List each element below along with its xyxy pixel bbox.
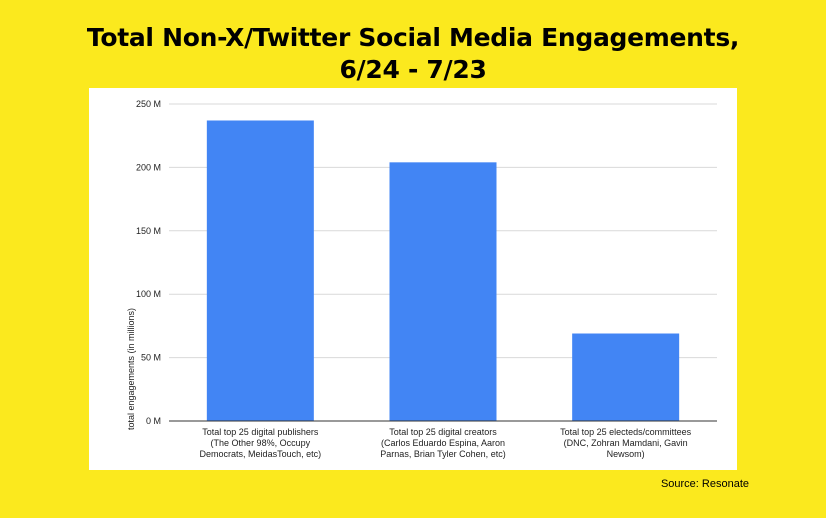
y-tick-label: 50 M: [141, 353, 161, 363]
x-tick-label-line: Democrats, MeidasTouch, etc): [199, 449, 322, 459]
x-tick-label: Total top 25 digital publishers (The Othe…: [185, 427, 335, 460]
bar-chart: 0 M 50 M 100 M 150 M 200 M 250 M: [136, 99, 717, 426]
y-axis-label: total engagements (in millions): [126, 307, 136, 431]
x-tick-label-line: Parnas, Brian Tyler Cohen, etc): [380, 449, 506, 459]
bar: [206, 120, 314, 421]
x-tick-label-line: Newsom): [606, 449, 645, 459]
x-tick-label: Total top 25 digital creators (Carlos Edu…: [368, 427, 518, 460]
source-note: Source: Resonate: [660, 478, 749, 490]
x-tick-label-line: Total top 25 electeds/committees: [560, 427, 692, 437]
y-tick-label: 100 M: [136, 289, 161, 299]
chart-title-line-1: Total Non-X/Twitter Social Media Engagem…: [86, 23, 740, 52]
bar: [389, 162, 497, 421]
x-tick-label-line: (The Other 98%, Occupy: [210, 438, 311, 448]
y-tick-label: 150 M: [136, 226, 161, 236]
x-tick-label-line: Total top 25 digital publishers: [202, 427, 319, 437]
y-tick-label: 250 M: [136, 99, 161, 109]
chart-panel: 0 M 50 M 100 M 150 M 200 M 250 M total engage…: [89, 88, 737, 470]
x-tick-label: Total top 25 electeds/committees (DNC, Zo…: [551, 427, 701, 460]
x-tick-label-line: (Carlos Eduardo Espina, Aaron: [380, 438, 506, 448]
x-tick-label-line: Total top 25 digital creators: [389, 427, 497, 437]
chart-title: Total Non-X/Twitter Social Media Engagem…: [0, 22, 826, 86]
x-tick-label-line: (DNC, Zohran Mamdani, Gavin: [563, 438, 688, 448]
chart-title-line-2: 6/24 - 7/23: [339, 55, 487, 84]
y-tick-label: 0 M: [146, 416, 161, 426]
y-tick-label: 200 M: [136, 162, 161, 172]
bar: [572, 333, 680, 421]
